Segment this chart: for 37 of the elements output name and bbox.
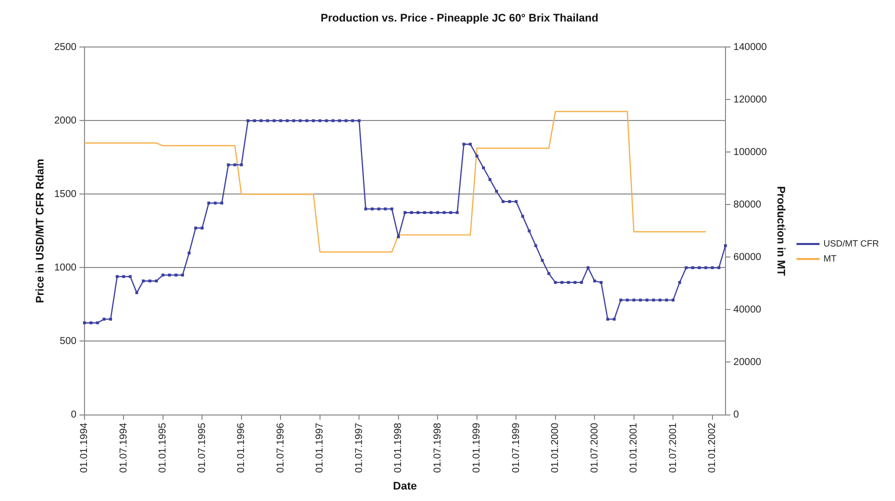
x-tick-label: 01.07.1997: [354, 422, 365, 473]
y2-tick-label: 0: [733, 410, 740, 420]
y-tick-label: 1000: [54, 262, 77, 274]
y2-tick-label: 120000: [733, 94, 768, 106]
y2-axis-title: Production in MT: [774, 186, 786, 276]
y2-tick-label: 100000: [733, 146, 768, 158]
y-tick-label: 2500: [54, 42, 77, 53]
legend-label: MT: [824, 253, 838, 264]
x-axis-title: Date: [393, 480, 417, 492]
legend-label: USD/MT CFR: [824, 238, 880, 248]
x-tick-label: 01.07.1998: [432, 422, 444, 473]
x-tick-label: 01.01.2002: [707, 422, 718, 473]
x-tick-label: 01.01.1999: [472, 422, 483, 473]
x-tick-label: 01.07.2001: [668, 422, 679, 473]
y2-tick-label: 140000: [733, 42, 768, 53]
y2-tick-label: 60000: [733, 252, 762, 263]
x-tick-label: 01.07.1995: [196, 422, 208, 473]
y2-tick-label: 20000: [733, 356, 762, 368]
x-tick-label: 01.01.1995: [158, 422, 169, 473]
x-tick-label: 01.01.1997: [314, 422, 326, 473]
x-tick-label: 01.01.1996: [236, 422, 248, 473]
chart-title: Production vs. Price - Pineapple JC 60° Brix Thailand: [320, 12, 598, 25]
x-tick-label: 01.07.1999: [510, 422, 522, 473]
x-tick-label: 01.07.1996: [275, 422, 286, 473]
y-tick-label: 500: [60, 336, 77, 347]
x-tick-label: 01.01.1998: [393, 422, 404, 473]
y-tick-label: 1500: [54, 188, 77, 200]
y-tick-label: 0: [70, 410, 77, 420]
x-tick-label: 01.01.2001: [628, 422, 640, 473]
y2-tick-label: 40000: [733, 304, 762, 316]
x-tick-label: 01.01.1994: [79, 422, 90, 473]
y-tick-label: 2000: [54, 115, 77, 126]
y-axis-title: Price in USD/MT CFR Rdam: [34, 158, 47, 304]
x-tick-label: 01.07.1994: [118, 422, 130, 473]
x-tick-label: 01.01.2000: [550, 422, 562, 473]
x-tick-label: 01.07.2000: [589, 422, 600, 473]
y2-tick-label: 80000: [733, 199, 762, 210]
